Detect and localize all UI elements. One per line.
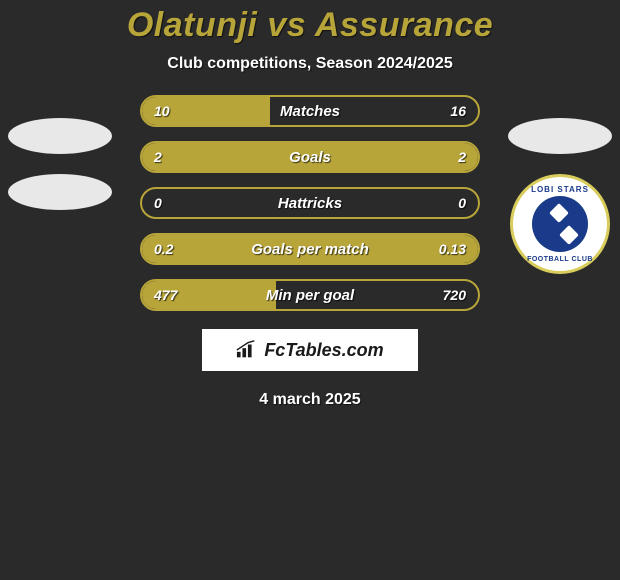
comparison-widget: Olatunji vs Assurance Club competitions,… — [0, 0, 620, 580]
club2-logo-icon: LOBI STARS FOOTBALL CLUB — [510, 174, 610, 274]
stat-row: 0.2Goals per match0.13 — [140, 233, 480, 265]
football-icon — [532, 196, 588, 252]
stat-row: 0Hattricks0 — [140, 187, 480, 219]
stat-label: Goals — [142, 149, 478, 166]
bar-chart-icon — [236, 340, 258, 360]
stat-value-right: 0.13 — [439, 241, 466, 257]
stat-label: Min per goal — [142, 287, 478, 304]
subtitle: Club competitions, Season 2024/2025 — [0, 55, 620, 73]
brand-text: FcTables.com — [264, 340, 383, 361]
player-left-badges — [0, 118, 120, 278]
stat-value-right: 2 — [458, 149, 466, 165]
stat-label: Hattricks — [142, 195, 478, 212]
stat-value-right: 0 — [458, 195, 466, 211]
stat-label: Matches — [142, 103, 478, 120]
date-label: 4 march 2025 — [0, 391, 620, 409]
stat-value-right: 16 — [450, 103, 466, 119]
stat-row: 477Min per goal720 — [140, 279, 480, 311]
stat-row: 2Goals2 — [140, 141, 480, 173]
club1-placeholder-icon — [8, 174, 112, 210]
player1-placeholder-icon — [8, 118, 112, 154]
brand-badge[interactable]: FcTables.com — [202, 329, 418, 371]
stat-label: Goals per match — [142, 241, 478, 258]
stat-value-right: 720 — [443, 287, 466, 303]
player2-placeholder-icon — [508, 118, 612, 154]
player-right-badges: LOBI STARS FOOTBALL CLUB — [500, 118, 620, 278]
page-title: Olatunji vs Assurance — [0, 6, 620, 45]
stat-row: 10Matches16 — [140, 95, 480, 127]
club2-logo-bottom-text: FOOTBALL CLUB — [527, 256, 593, 263]
club2-logo-top-text: LOBI STARS — [531, 185, 589, 194]
stats-list: 10Matches16 2Goals2 0Hattricks0 0.2Goals pe… — [140, 95, 480, 311]
